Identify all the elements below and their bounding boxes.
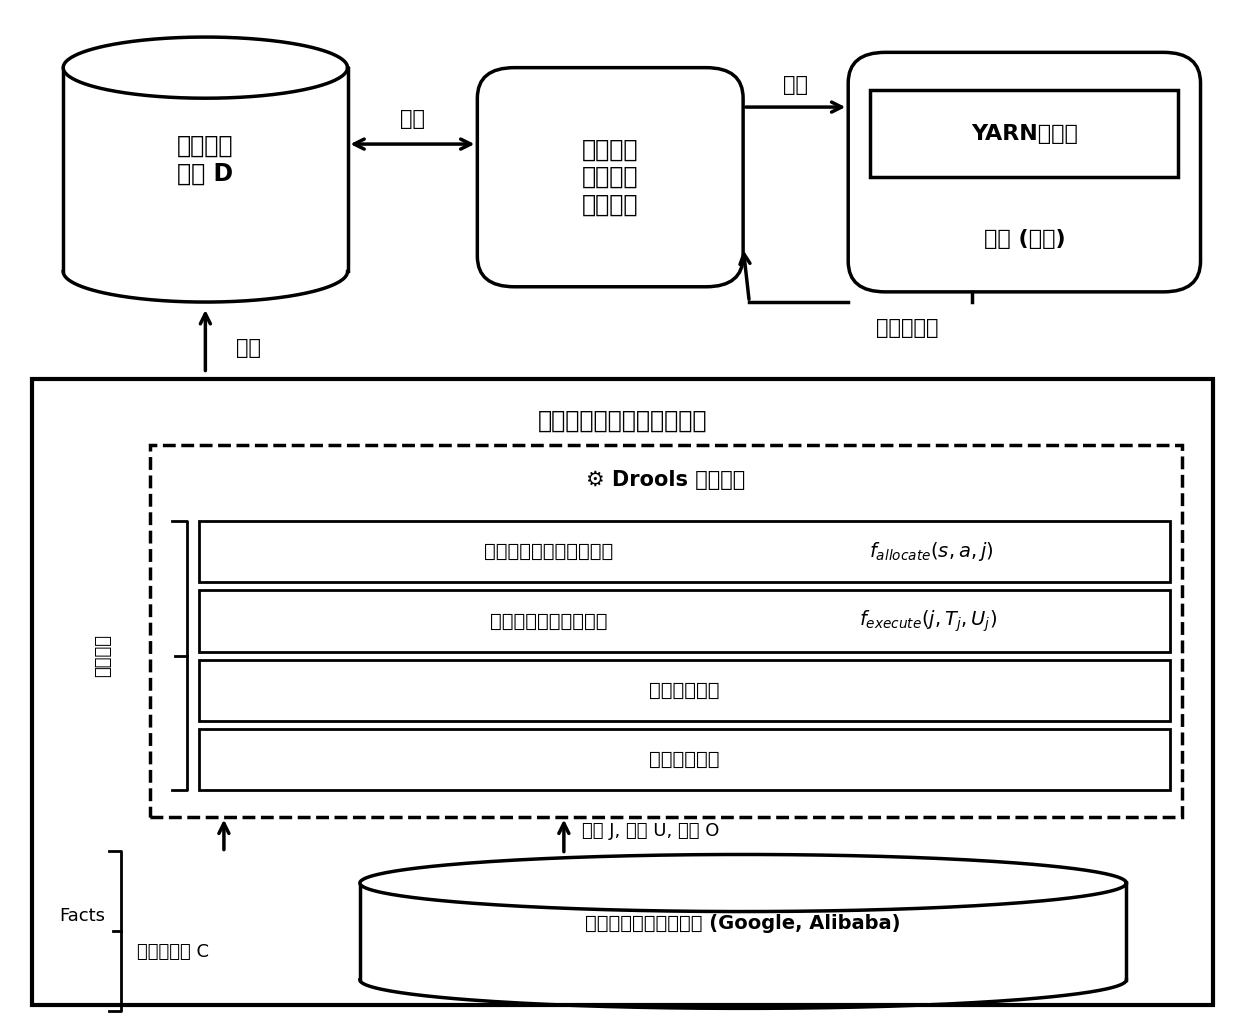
- Bar: [199, 521, 1170, 583]
- Text: ⚙⁠ Drools 规则引擎: ⚙⁠ Drools 规则引擎: [586, 470, 746, 491]
- Bar: [32, 378, 1213, 1006]
- Text: 集群工作负载历史日志 (Google, Alibaba): 集群工作负载历史日志 (Google, Alibaba): [585, 914, 901, 933]
- Text: 取样: 取样: [237, 338, 261, 358]
- Text: 事务动态规则: 事务动态规则: [649, 681, 720, 700]
- Text: 任务执行时间估计规则: 任务执行时间估计规则: [489, 611, 607, 631]
- Bar: [871, 90, 1178, 177]
- Polygon shape: [359, 854, 1126, 912]
- Text: $f_{execute}(j,T_j,U_j)$: $f_{execute}(j,T_j,U_j)$: [859, 608, 997, 634]
- Text: 经验回放
内存 D: 经验回放 内存 D: [177, 134, 234, 185]
- Polygon shape: [63, 37, 347, 98]
- Text: 历史日志驱动的样本生成器: 历史日志驱动的样本生成器: [538, 409, 707, 433]
- Text: 环境 (集群): 环境 (集群): [984, 229, 1066, 249]
- Text: 约束检查规则: 约束检查规则: [649, 750, 720, 770]
- FancyBboxPatch shape: [849, 52, 1201, 292]
- Polygon shape: [359, 883, 1126, 980]
- Bar: [150, 445, 1182, 817]
- Text: $f_{allocate}(s,a,j)$: $f_{allocate}(s,a,j)$: [869, 541, 994, 563]
- Bar: [199, 591, 1170, 652]
- Text: 任务 J, 资源 U, 约束 O: 任务 J, 资源 U, 约束 O: [582, 822, 720, 839]
- Text: 业务规则: 业务规则: [94, 635, 112, 678]
- Text: 动作: 动作: [783, 75, 808, 95]
- Polygon shape: [63, 67, 347, 272]
- Text: YARN调度器: YARN调度器: [971, 124, 1078, 143]
- Text: 等待任务的资源分配规则: 等待任务的资源分配规则: [484, 543, 613, 561]
- Text: 基于深度
强化学习
的控制器: 基于深度 强化学习 的控制器: [582, 137, 638, 217]
- Text: 调度器配置 C: 调度器配置 C: [138, 943, 209, 961]
- Text: 状态和回报: 状态和回报: [876, 318, 938, 337]
- Bar: [199, 660, 1170, 721]
- Bar: [199, 729, 1170, 790]
- Text: Facts: Facts: [59, 908, 105, 925]
- Text: 取样: 取样: [400, 108, 425, 129]
- FancyBboxPatch shape: [477, 67, 743, 287]
